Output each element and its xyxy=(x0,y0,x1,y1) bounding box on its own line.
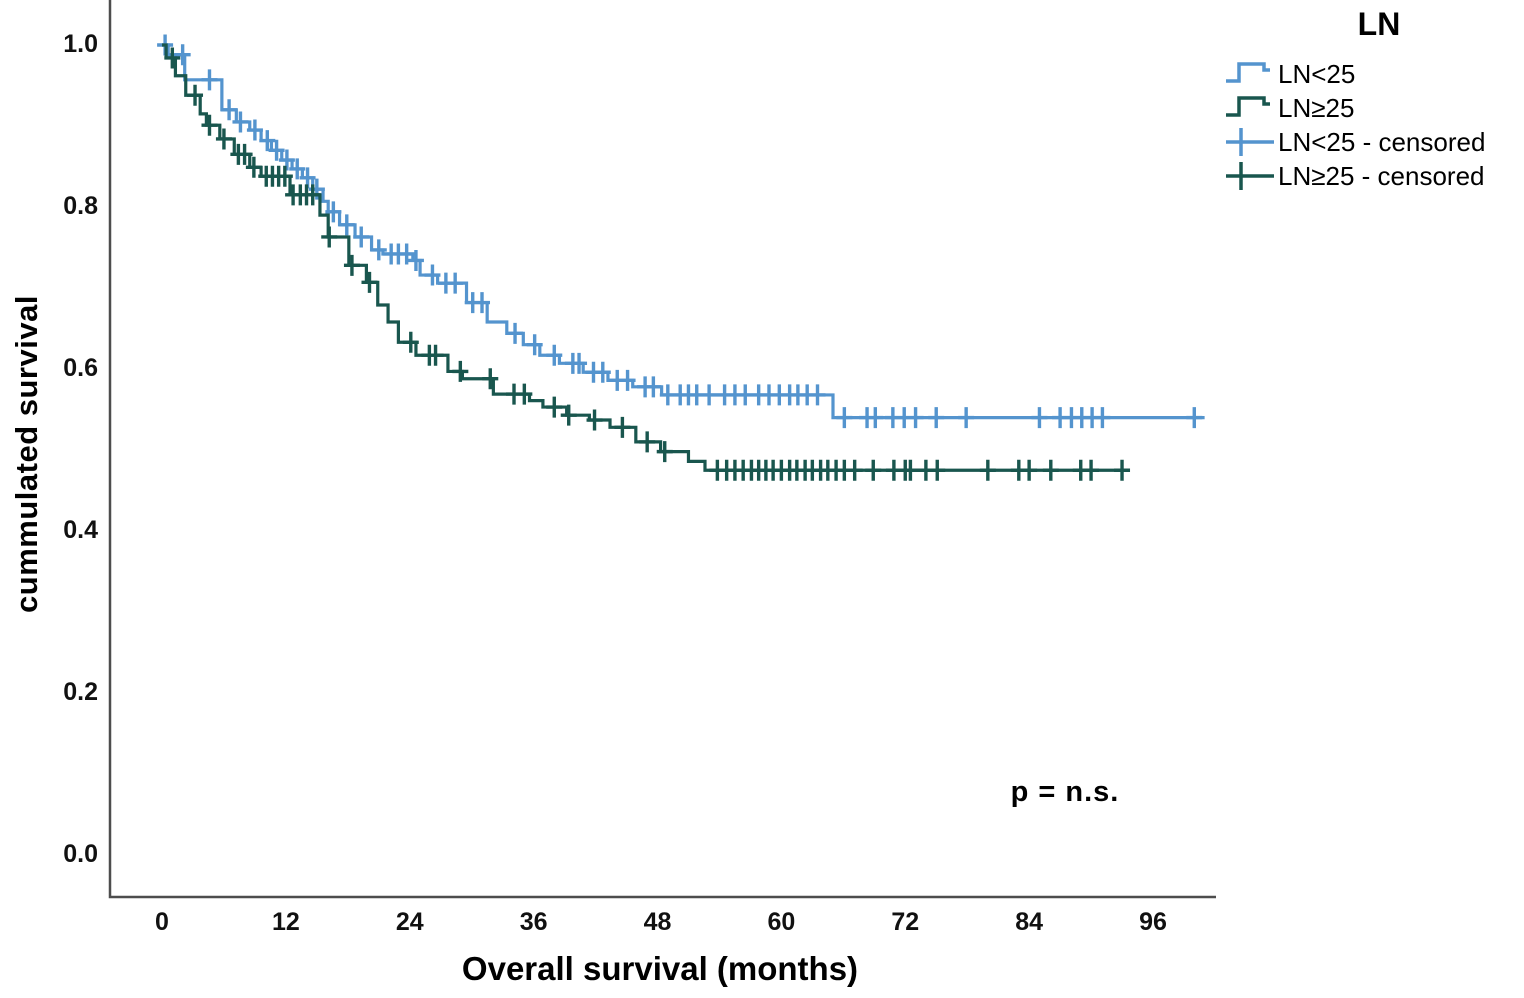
x-tick-label: 60 xyxy=(767,908,796,936)
y-tick-label: 0.4 xyxy=(63,516,98,544)
x-tick-label: 36 xyxy=(519,908,548,936)
x-tick-label: 24 xyxy=(395,908,424,936)
censor-plus-icon xyxy=(1226,128,1274,156)
y-tick-label: 0.8 xyxy=(63,192,98,220)
legend-entry: LN<25 - censored xyxy=(1224,125,1522,159)
legend-entry: LN≥25 - censored xyxy=(1224,159,1522,193)
x-tick-label: 96 xyxy=(1139,908,1167,936)
x-tick-label: 84 xyxy=(1015,908,1044,936)
legend-entry: LN≥25 xyxy=(1224,91,1522,125)
legend-entry-label: LN≥25 xyxy=(1278,93,1355,123)
y-tick-label: 0.0 xyxy=(63,840,98,868)
y-tick-label: 0.6 xyxy=(63,354,98,382)
x-tick-label: 72 xyxy=(891,908,920,936)
x-tick-label: 0 xyxy=(155,908,169,936)
censor-plus-icon xyxy=(1226,162,1274,190)
legend-entry-label: LN<25 xyxy=(1278,59,1356,89)
p-value-annotation: p = n.s. xyxy=(1010,776,1120,808)
y-tick-label: 1.0 xyxy=(63,30,98,58)
legend: LN LN<25 LN≥25 LN<25 - censored LN≥25 - cen… xyxy=(1224,6,1522,193)
step-line-icon xyxy=(1226,62,1270,83)
x-tick-label: 48 xyxy=(643,908,672,936)
axis-lines xyxy=(108,0,1216,899)
legend-entries: LN<25 LN≥25 LN<25 - censored LN≥25 - censor… xyxy=(1224,57,1522,193)
survival-curve-blue xyxy=(162,43,1205,420)
legend-title: LN xyxy=(1357,6,1401,42)
x-axis-title: Overall survival (months) xyxy=(461,950,859,987)
y-axis-title: cummulated survival xyxy=(9,295,44,613)
censor-marks-teal xyxy=(164,47,1131,481)
legend-entry: LN<25 xyxy=(1224,57,1522,91)
censor-marks-blue xyxy=(157,34,1203,429)
legend-entry-label: LN<25 - censored xyxy=(1278,127,1486,157)
step-line-icon xyxy=(1226,96,1270,117)
survival-curve-teal xyxy=(162,43,1125,472)
y-tick-label: 0.2 xyxy=(63,678,98,706)
legend-entry-label: LN≥25 - censored xyxy=(1278,161,1485,191)
x-tick-label: 12 xyxy=(271,908,300,936)
